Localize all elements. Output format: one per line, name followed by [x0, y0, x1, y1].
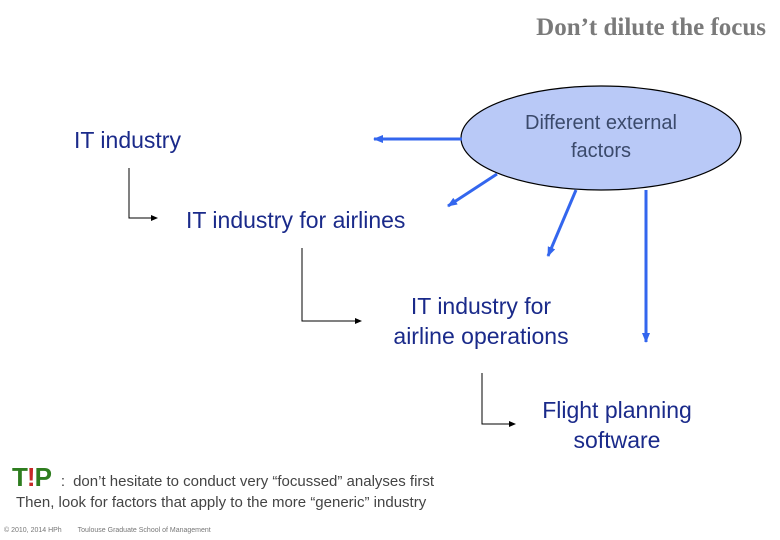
footer-school: Toulouse Graduate School of Management — [77, 527, 211, 534]
connector-level3-to-level4 — [481, 373, 516, 427]
node-level4-line1: Flight planning — [542, 397, 692, 423]
tip-badge-p: P — [34, 462, 52, 492]
factor-arrow-to-level3 — [546, 189, 578, 257]
tip-line1: don’t hesitate to conduct very “focussed… — [73, 473, 435, 490]
node-level3-line2: airline operations — [393, 323, 569, 349]
connector-level1-to-level2 — [128, 168, 158, 221]
node-it-industry-airlines: IT industry for airlines — [186, 207, 406, 233]
footer: © 2010, 2014 HPh Toulouse Graduate Schoo… — [4, 527, 211, 534]
node-level3-line1: IT industry for — [410, 293, 552, 319]
tip-line2: Then, look for factors that apply to the… — [16, 494, 427, 511]
tip-badge: T!P — [12, 462, 52, 493]
external-factors-label-line1: Different external — [525, 112, 677, 134]
factor-arrow-to-level2 — [447, 172, 498, 208]
node-it-industry: IT industry — [74, 127, 181, 153]
node-level4-line2: software — [573, 427, 661, 453]
slide-title: Don’t dilute the focus — [536, 14, 766, 41]
tip-row: T!P : don’t hesitate to conduct very “fo… — [12, 462, 434, 493]
node-it-industry-airline-operations: IT industry for airline operations — [381, 291, 581, 351]
node-flight-planning-software: Flight planning software — [530, 395, 704, 455]
external-factors-label: Different external factors — [501, 109, 701, 165]
tip-separator: : — [60, 473, 66, 490]
external-factors-label-line2: factors — [570, 140, 632, 162]
tip-badge-t: T — [12, 462, 28, 492]
footer-copyright: © 2010, 2014 HPh — [4, 527, 62, 534]
connector-level2-to-level3 — [301, 248, 362, 324]
tip-badge-bang: ! — [26, 462, 36, 492]
